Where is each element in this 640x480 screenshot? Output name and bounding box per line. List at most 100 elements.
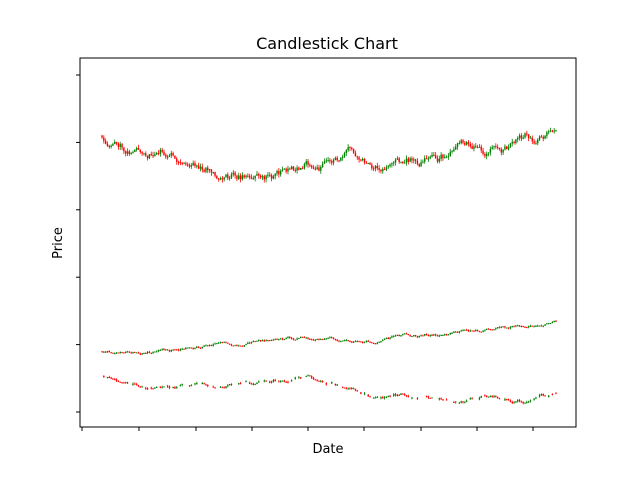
candle-body-s2-196 — [458, 402, 461, 404]
candle-body-s0-193 — [453, 149, 455, 152]
candle-body-s1-236 — [531, 325, 534, 327]
candle-body-s2-41 — [176, 387, 178, 389]
candle-body-s1-50 — [192, 347, 194, 349]
candle-body-s2-55 — [201, 383, 204, 385]
candle-body-s0-127 — [332, 160, 335, 163]
candle-body-s1-200 — [465, 329, 468, 331]
candle-body-s0-133 — [343, 152, 346, 157]
candle-body-s0-215 — [493, 146, 495, 148]
candle-body-s1-43 — [179, 349, 182, 351]
candles-layer — [101, 127, 557, 405]
candle-body-s1-67 — [223, 341, 225, 343]
candle-body-s2-28 — [152, 388, 154, 390]
candle-body-s0-186 — [440, 154, 442, 159]
candle-body-s0-8 — [115, 141, 118, 144]
candle-body-s0-217 — [496, 147, 499, 149]
candle-body-s2-237 — [533, 398, 535, 400]
candle-body-s2-83 — [252, 383, 255, 385]
candle-body-s0-230 — [520, 135, 523, 139]
candle-body-s0-194 — [454, 146, 457, 150]
candle-body-s1-85 — [256, 340, 258, 342]
candle-body-s1-135 — [347, 340, 349, 342]
candle-body-s2-128 — [334, 383, 337, 386]
candle-body-s0-201 — [467, 142, 470, 144]
candle-body-s1-36 — [166, 349, 169, 351]
candle-body-s0-14 — [126, 151, 129, 154]
candle-body-s0-40 — [174, 155, 176, 159]
candle-body-s1-48 — [188, 347, 191, 349]
plot-frame — [79, 57, 577, 428]
candle-body-s0-101 — [285, 168, 287, 172]
candle-body-s2-102 — [287, 381, 289, 383]
candle-body-s0-45 — [183, 163, 185, 165]
candle-body-s1-5 — [110, 352, 112, 354]
candle-body-s0-111 — [303, 164, 306, 169]
candle-body-s0-203 — [471, 146, 473, 149]
candle-body-s2-151 — [376, 396, 379, 398]
candle-body-s1-187 — [442, 335, 444, 337]
candle-body-s0-239 — [537, 139, 539, 144]
candle-body-s0-227 — [515, 139, 517, 143]
candle-body-s0-231 — [522, 137, 524, 139]
candle-body-s2-245 — [547, 395, 550, 398]
candle-body-s2-214 — [491, 395, 493, 397]
chart-title: Candlestick Chart — [256, 34, 398, 53]
candle-body-s2-225 — [511, 401, 513, 404]
candle-body-s0-241 — [540, 136, 543, 138]
candle-body-s0-81 — [248, 175, 251, 178]
candle-body-s0-87 — [259, 175, 262, 178]
candle-body-s2-6 — [112, 378, 114, 380]
candle-body-s2-173 — [416, 398, 419, 400]
candle-body-s2-95 — [274, 379, 276, 382]
candle-body-s1-222 — [506, 327, 508, 329]
candle-body-s1-245 — [547, 323, 550, 325]
y-axis-label: Price — [51, 227, 66, 259]
candle-body-s0-48 — [188, 164, 191, 167]
candle-body-s1-11 — [121, 352, 123, 354]
candle-body-s2-5 — [110, 377, 112, 379]
candle-body-s1-97 — [278, 338, 280, 340]
candle-body-s2-58 — [207, 385, 209, 387]
candle-body-s0-144 — [363, 158, 366, 163]
candle-body-s2-14 — [126, 382, 129, 384]
candle-body-s1-112 — [305, 337, 307, 339]
candle-body-s0-214 — [491, 147, 493, 149]
candle-body-s0-43 — [179, 162, 182, 164]
candle-body-s1-197 — [460, 330, 462, 332]
candle-body-s0-158 — [389, 164, 391, 167]
candle-body-s1-231 — [522, 325, 524, 327]
candle-body-s1-128 — [334, 338, 337, 340]
candle-body-s1-68 — [225, 341, 227, 343]
candle-body-s2-57 — [205, 384, 207, 386]
candle-body-s2-234 — [527, 401, 530, 403]
candle-body-s2-21 — [139, 386, 142, 388]
candle-body-s2-229 — [518, 400, 521, 402]
candle-body-s1-212 — [487, 328, 490, 330]
candle-body-s2-69 — [227, 385, 229, 387]
candle-body-s1-176 — [422, 335, 424, 337]
candle-body-s1-216 — [495, 328, 497, 330]
candle-body-s1-192 — [451, 332, 453, 334]
candle-body-s1-89 — [263, 340, 266, 342]
candle-body-s1-15 — [128, 351, 131, 353]
candle-body-s1-159 — [391, 336, 393, 338]
candle-body-s2-179 — [427, 396, 430, 398]
candle-body-s0-219 — [500, 149, 503, 153]
candle-body-s2-160 — [392, 394, 395, 396]
candle-body-s1-202 — [469, 330, 472, 332]
candle-body-s0-246 — [549, 130, 552, 132]
candle-body-s1-211 — [485, 328, 488, 330]
candle-body-s1-151 — [376, 342, 379, 344]
candle-body-s1-143 — [362, 341, 364, 343]
candle-body-s0-189 — [445, 156, 448, 158]
candle-body-s1-31 — [157, 350, 160, 352]
candle-body-s2-198 — [462, 401, 464, 403]
candle-body-s2-40 — [174, 386, 176, 389]
candle-body-s1-113 — [307, 337, 309, 339]
candle-body-s0-243 — [544, 135, 546, 139]
candle-body-s0-67 — [223, 177, 225, 180]
candle-body-s1-32 — [159, 349, 162, 351]
candle-body-s0-39 — [172, 153, 174, 156]
candle-body-s0-179 — [427, 158, 430, 160]
candle-body-s2-97 — [278, 381, 280, 383]
